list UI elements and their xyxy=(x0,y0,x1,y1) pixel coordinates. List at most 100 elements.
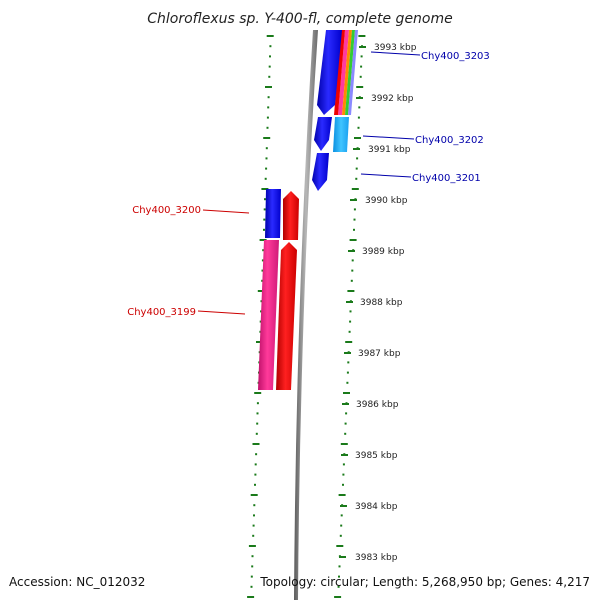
ruler-dot xyxy=(267,96,270,99)
ruler-dot xyxy=(349,239,357,241)
ruler-dot xyxy=(356,157,359,160)
ruler-dot xyxy=(338,494,346,496)
ruler-dot xyxy=(267,106,270,109)
gene-label-chy400-3200: Chy400_3200 xyxy=(132,205,201,216)
kbp-label: 3983 kbp xyxy=(355,553,398,563)
ruler-dot xyxy=(247,596,255,598)
ruler-dot xyxy=(263,218,266,221)
accession-text: Accession: NC_012032 xyxy=(9,575,145,589)
kbp-label: 3987 kbp xyxy=(358,349,401,359)
ruler-dot xyxy=(340,514,343,517)
ruler-dot xyxy=(355,177,358,180)
ruler-dot xyxy=(344,432,347,435)
ruler-dot xyxy=(263,137,271,139)
ruler-dot xyxy=(265,167,268,170)
ruler-dot xyxy=(254,392,262,394)
ruler-dot xyxy=(347,290,355,292)
genome-summary-text: Topology: circular; Length: 5,268,950 bp… xyxy=(259,575,590,589)
ruler-dot xyxy=(269,55,271,58)
ruler-dot xyxy=(340,443,348,445)
ruler-dot xyxy=(255,453,258,456)
callout-line-3202 xyxy=(362,135,415,140)
ruler-dot xyxy=(360,55,363,58)
ruler-dot xyxy=(248,545,256,547)
genome-title: Chloroflexus sp. Y-400-fl, complete geno… xyxy=(147,11,453,27)
ruler-dot xyxy=(350,279,353,282)
ruler-dot xyxy=(257,290,265,292)
ruler-dot xyxy=(346,381,349,384)
right-ruler-track xyxy=(334,35,366,598)
ruler-dot xyxy=(261,188,269,190)
gene-callouts: Chy400_3203 Chy400_3202 Chy400_3201 Chy4… xyxy=(127,51,490,318)
top-gene-strands xyxy=(334,30,358,115)
ruler-dot xyxy=(263,208,266,211)
ruler-dot xyxy=(266,35,274,37)
ruler-dot xyxy=(256,341,263,343)
kbp-scale: 3993 kbp 3992 kbp 3991 kbp 3990 kbp 3989… xyxy=(339,43,417,563)
ruler-dot xyxy=(255,432,258,435)
gene-label-chy400-3202: Chy400_3202 xyxy=(415,135,484,146)
ruler-dot xyxy=(264,177,267,180)
kbp-label: 3986 kbp xyxy=(356,400,399,410)
ruler-dot xyxy=(266,126,269,129)
kbp-label: 3989 kbp xyxy=(362,247,405,257)
ruler-dot xyxy=(358,106,361,109)
ruler-dot xyxy=(264,198,266,201)
ruler-dot xyxy=(250,494,258,496)
ruler-dot xyxy=(251,555,254,558)
ruler-dot xyxy=(252,524,255,527)
callout-line-3200 xyxy=(202,209,250,214)
ruler-dot xyxy=(354,137,361,139)
kbp-label: 3984 kbp xyxy=(355,502,398,512)
ruler-dot xyxy=(250,585,253,588)
ruler-dot xyxy=(254,473,257,476)
kbp-label: 3993 kbp xyxy=(374,43,417,53)
ruler-dot xyxy=(358,35,366,37)
ruler-dot xyxy=(263,228,265,231)
kbp-label: 3992 kbp xyxy=(371,94,414,104)
ruler-dot xyxy=(336,545,344,547)
ruler-dot xyxy=(337,585,340,588)
kbp-label: 3991 kbp xyxy=(368,145,411,155)
ruler-dot xyxy=(340,524,343,527)
gene-label-chy400-3201: Chy400_3201 xyxy=(412,173,481,184)
gene-chy400-3202-arrow xyxy=(314,117,332,151)
gene-chy400-3201-arrow xyxy=(312,153,329,191)
genome-backbone xyxy=(294,30,318,600)
gene-chy400-3200-block xyxy=(265,189,281,238)
ruler-dot xyxy=(342,463,345,466)
ruler-dot xyxy=(261,269,264,272)
kbp-label: 3990 kbp xyxy=(365,196,408,206)
ruler-dot xyxy=(250,575,253,578)
ruler-dot xyxy=(344,422,347,425)
callout-line-3201 xyxy=(360,173,412,178)
gene-chy400-3200-arrow xyxy=(283,191,299,240)
ruler-dot xyxy=(251,565,254,568)
ruler-dot xyxy=(256,422,259,425)
ruler-dot xyxy=(265,157,268,160)
callout-line-3203 xyxy=(370,51,421,56)
ruler-dot xyxy=(261,259,264,262)
ruler-dot xyxy=(259,320,262,323)
gene-label-chy400-3199: Chy400_3199 xyxy=(127,307,196,318)
ruler-dot xyxy=(266,116,269,119)
ruler-dot xyxy=(262,249,265,252)
ruler-dot xyxy=(353,218,356,221)
ruler-dot xyxy=(338,575,340,578)
ruler-dot xyxy=(256,402,259,405)
ruler-dot xyxy=(253,514,255,517)
gene-chy400-3199-arrow xyxy=(276,242,297,390)
ruler-dot xyxy=(334,596,342,598)
ruler-dot xyxy=(259,239,267,241)
ruler-dot xyxy=(351,259,354,262)
ruler-dot xyxy=(357,116,360,119)
gene-chy400-3203-arrow xyxy=(317,30,342,115)
ruler-dot xyxy=(253,504,256,507)
ruler-dot xyxy=(254,463,257,466)
ruler-dot xyxy=(256,412,259,415)
ruler-dot xyxy=(260,300,263,303)
ruler-dot xyxy=(355,167,358,170)
kbp-label: 3988 kbp xyxy=(360,298,403,308)
ruler-dot xyxy=(351,188,359,190)
